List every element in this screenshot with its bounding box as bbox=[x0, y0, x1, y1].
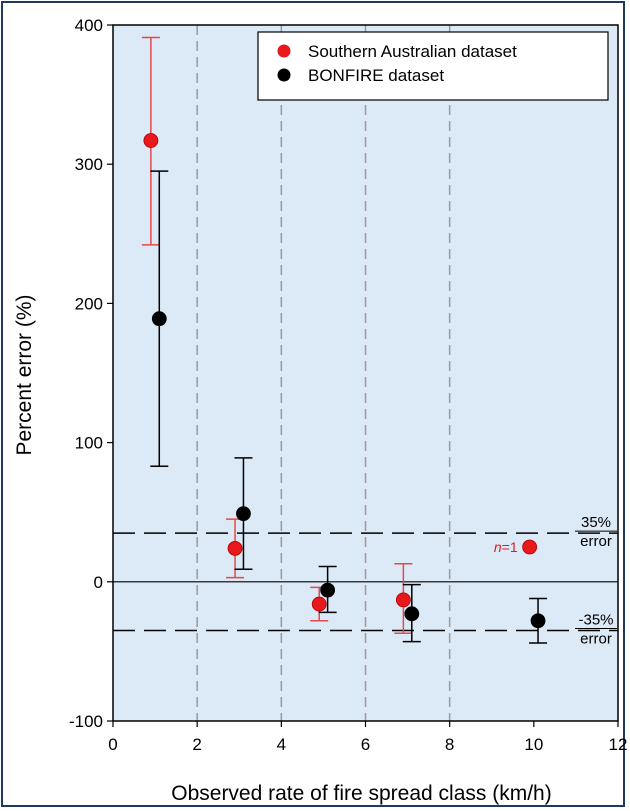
y-tick-label: 400 bbox=[75, 16, 103, 35]
x-tick-label: 8 bbox=[445, 735, 454, 754]
x-axis-title: Observed rate of fire spread class (km/h… bbox=[171, 782, 551, 805]
data-point-s0-p4 bbox=[522, 539, 538, 555]
annotation-0: n=1 bbox=[494, 539, 518, 555]
legend-label-0: Southern Australian dataset bbox=[308, 42, 517, 61]
reference-label-top-1: 35% bbox=[581, 514, 611, 531]
y-tick-label: 0 bbox=[94, 573, 103, 592]
data-point-s0-p3 bbox=[395, 592, 411, 608]
x-tick-label: 6 bbox=[361, 735, 370, 754]
legend-label-1: BONFIRE dataset bbox=[308, 66, 444, 85]
data-point-s1-p4 bbox=[530, 613, 546, 629]
data-point-s0-p2 bbox=[311, 596, 327, 612]
x-tick-label: 4 bbox=[277, 735, 286, 754]
legend-marker-1 bbox=[277, 68, 291, 82]
data-point-s1-p1 bbox=[236, 506, 251, 521]
legend-box bbox=[257, 31, 609, 101]
data-point-s1-p2 bbox=[320, 582, 336, 598]
reference-label-bottom-1: error bbox=[580, 533, 612, 550]
y-axis-title: Percent error (%) bbox=[13, 294, 36, 455]
x-tick-label: 0 bbox=[108, 735, 117, 754]
reference-label-top-2: -35% bbox=[578, 612, 613, 629]
y-tick-label: 100 bbox=[75, 434, 103, 453]
x-tick-label: 12 bbox=[609, 735, 628, 754]
data-point-s1-p0 bbox=[151, 311, 167, 327]
data-point-s1-p3 bbox=[404, 606, 420, 622]
y-tick-label: 200 bbox=[75, 294, 103, 313]
y-tick-label: -100 bbox=[69, 712, 103, 731]
reference-label-bottom-2: error bbox=[580, 631, 612, 648]
data-point-s0-p0 bbox=[143, 133, 159, 148]
data-point-s0-p1 bbox=[227, 540, 243, 556]
y-tick-label: 300 bbox=[75, 155, 103, 174]
x-tick-label: 2 bbox=[192, 735, 201, 754]
legend-marker-0 bbox=[277, 44, 291, 58]
x-tick-label: 10 bbox=[524, 735, 543, 754]
